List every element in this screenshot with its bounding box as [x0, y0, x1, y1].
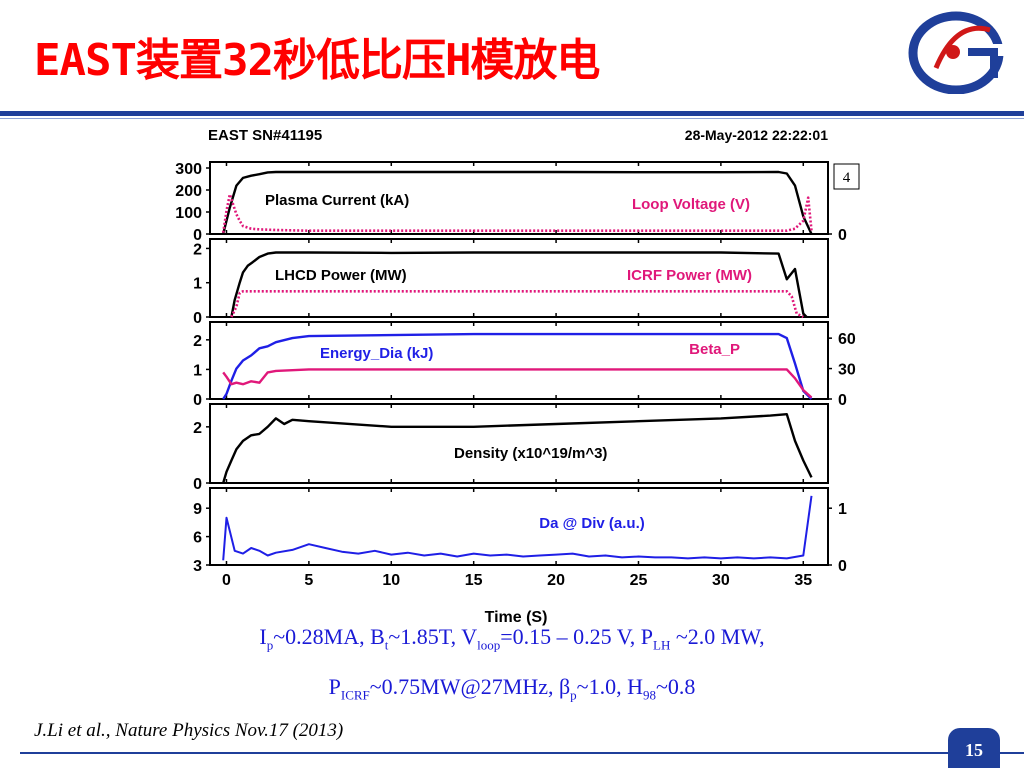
caption-text-run: ~0.28MA, B [273, 624, 385, 649]
left-tick-label: 6 [193, 530, 202, 547]
caption-text-run: ~1.85T, V [388, 624, 478, 649]
right-tick-label: 1 [838, 501, 847, 518]
right-tick-label: 30 [838, 362, 856, 379]
series-line [230, 251, 808, 318]
series-line [222, 495, 813, 561]
shot-number-label: EAST SN#41195 [208, 127, 322, 144]
series-line [222, 170, 813, 235]
left-tick-label: 2 [193, 241, 202, 258]
caption-text-run: p [266, 637, 274, 653]
left-tick-label: 2 [193, 420, 202, 437]
series-line [221, 193, 813, 233]
discharge-waveform-figure: EAST SN#41195 28-May-2012 22:22:01 4 Tim… [160, 122, 865, 627]
footer-divider [20, 752, 1024, 754]
institute-logo [908, 11, 1004, 94]
series-label: Energy_Dia (kJ) [320, 345, 433, 362]
caption-text-run: loop [477, 637, 501, 653]
panel-frame [209, 487, 829, 566]
caption-text-run: ICRF [340, 687, 370, 703]
series-line [230, 290, 804, 319]
left-tick-label: 200 [175, 183, 202, 200]
caption-text-run: t [384, 637, 389, 653]
left-tick-label: 0 [193, 310, 202, 327]
caption-text-run: 98 [642, 687, 656, 703]
page-number: 15 [948, 728, 1000, 768]
left-tick-label: 2 [193, 333, 202, 350]
corner-box [833, 163, 860, 190]
x-tick-label: 30 [712, 572, 730, 589]
series-line [222, 413, 813, 484]
caption-text-run: ~0.75MW@27MHz, β [369, 674, 571, 699]
panel-frame [209, 161, 829, 235]
left-tick-label: 3 [193, 558, 202, 575]
panel-1: 300 200 100 0 0 Plasma Current (kA) Loop Volta… [175, 161, 847, 244]
right-tick-label: 0 [838, 392, 847, 409]
citation: J.Li et al., Nature Physics Nov.17 (2013… [34, 720, 344, 741]
caption-text-run: P [328, 674, 341, 699]
caption-text-run: ~2.0 MW, [670, 624, 765, 649]
series-label: ICRF Power (MW) [627, 267, 752, 284]
series-line [222, 332, 813, 400]
x-tick-label: 35 [794, 572, 812, 589]
caption-text-run: I [259, 624, 267, 649]
caption-text-run: ~1.0, H [576, 674, 643, 699]
parameters-caption-line1: Ip~0.28MA, Bt~1.85T, Vloop=0.15 – 0.25 V… [0, 624, 1024, 653]
panel-2: 2 1 0 LHCD Power (MW) ICRF Power (MW) [193, 238, 829, 327]
panel-frame [209, 238, 829, 318]
caption-text-run: =0.15 – 0.25 V, P [500, 624, 654, 649]
parameters-caption-line2: PICRF~0.75MW@27MHz, βp~1.0, H98~0.8 [0, 674, 1024, 703]
header-divider-thin [0, 118, 1024, 119]
caption-text-run: p [570, 687, 577, 703]
slide-title: EAST装置32秒低比压H模放电 [34, 35, 600, 86]
left-tick-label: 0 [193, 392, 202, 409]
right-tick-label: 60 [838, 331, 856, 348]
series-label: Beta_P [689, 341, 740, 358]
right-tick-label: 0 [838, 558, 847, 575]
series-label: Da @ Div (a.u.) [539, 515, 644, 532]
x-tick-label: 25 [630, 572, 648, 589]
panel-4: 2 0 Density (x10^19/m^3) [193, 403, 829, 493]
panel-frame [209, 403, 829, 484]
panel-frame [209, 321, 829, 400]
caption-text-run: ~0.8 [655, 674, 696, 699]
timestamp-label: 28-May-2012 22:22:01 [685, 127, 828, 143]
left-tick-label: 100 [175, 205, 202, 222]
caption-text-run: LH [653, 637, 671, 653]
left-tick-label: 300 [175, 161, 202, 178]
series-label: Density (x10^19/m^3) [454, 445, 607, 462]
series-line [222, 368, 813, 399]
x-tick-label: 20 [547, 572, 565, 589]
left-tick-label: 9 [193, 501, 202, 518]
left-tick-label: 1 [193, 362, 202, 379]
x-tick-label: 5 [304, 572, 313, 589]
corner-label: 4 [843, 170, 851, 186]
panel-3: 2 1 0 60 30 0 Energy_Dia (kJ) Beta_P [193, 321, 856, 409]
x-tick-label: 0 [222, 572, 231, 589]
x-tick-label: 10 [382, 572, 400, 589]
x-axis-title: Time (S) [485, 609, 548, 626]
right-tick-label: 0 [838, 227, 847, 244]
x-tick-label: 15 [465, 572, 483, 589]
left-tick-label: 0 [193, 476, 202, 493]
header-divider [0, 111, 1024, 116]
left-tick-label: 1 [193, 276, 202, 293]
left-tick-label: 0 [193, 227, 202, 244]
series-label: Loop Voltage (V) [632, 196, 750, 213]
series-label: LHCD Power (MW) [275, 267, 407, 284]
series-label: Plasma Current (kA) [265, 192, 409, 209]
